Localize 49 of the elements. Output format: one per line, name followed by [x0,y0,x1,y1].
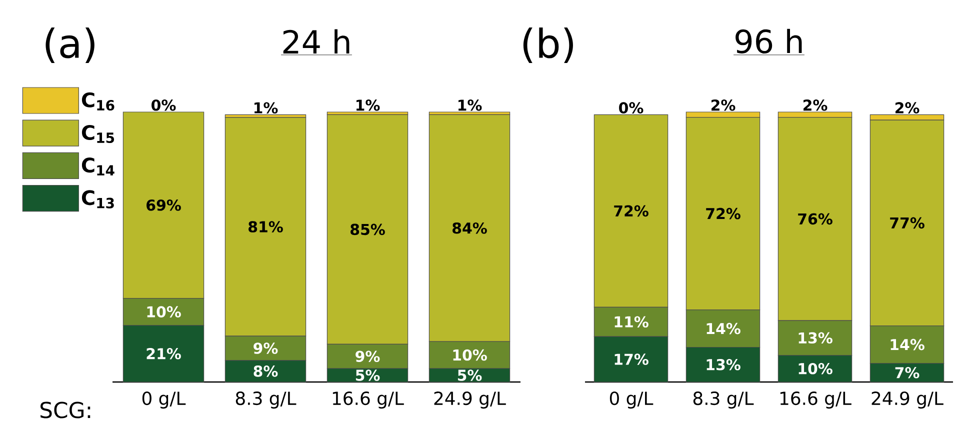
data-label: 85% [350,224,385,236]
data-label: 5% [356,370,380,381]
data-label: 0% [619,102,644,114]
x-tick-label: 8.3 g/L [236,392,296,409]
data-label: 5% [458,370,482,381]
x-tick-label: 24.9 g/L [434,392,506,409]
data-label: 17% [614,354,648,365]
legend-label: C$_{14}$ [82,158,114,176]
data-label: 76% [798,213,832,225]
data-label: 10% [453,349,487,361]
legend-label: C$_{13}$ [82,190,114,208]
x-tick-label: 0 g/L [142,392,186,409]
data-label: 84% [452,222,487,234]
data-label: 1% [254,102,278,114]
data-label: 8% [254,366,278,377]
data-label: 14% [890,338,924,350]
data-label: 72% [706,208,740,220]
data-label: 21% [146,348,181,360]
data-label: 13% [798,332,832,344]
x-tick-label: 16.6 g/L [332,392,404,409]
data-label: 81% [248,221,283,232]
chart-title: 24 h [283,29,350,54]
x-tick-label: 24.9 g/L [872,392,944,409]
text: (b) [523,27,573,63]
x-tick-label: 0 g/L [610,392,654,409]
data-label: 1% [356,99,380,111]
data-label: 0% [152,99,176,111]
legend-label: C$_{16}$ [82,92,114,111]
data-label: 10% [798,362,832,374]
chart-title: 96 h [736,28,802,54]
data-label: 9% [254,342,278,354]
data-label: 69% [146,199,181,211]
text: (a) [46,27,94,63]
data-label: 11% [614,316,648,328]
data-label: 9% [356,350,380,362]
data-label: 2% [896,102,920,114]
data-label: 7% [895,366,920,378]
data-label: 77% [890,217,924,229]
x-tick-label: 8.3 g/L [693,392,754,409]
data-label: 13% [706,358,740,370]
data-label: 2% [804,99,828,111]
data-label: 10% [147,306,181,318]
x-tick-label: 16.6 g/L [780,392,852,409]
x-axis-title: SCG: [40,402,90,418]
data-label: 1% [458,99,482,111]
data-label: 2% [712,99,736,111]
data-label: 14% [706,322,740,334]
legend-label: C$_{15}$ [82,124,114,144]
data-label: 72% [614,205,648,217]
